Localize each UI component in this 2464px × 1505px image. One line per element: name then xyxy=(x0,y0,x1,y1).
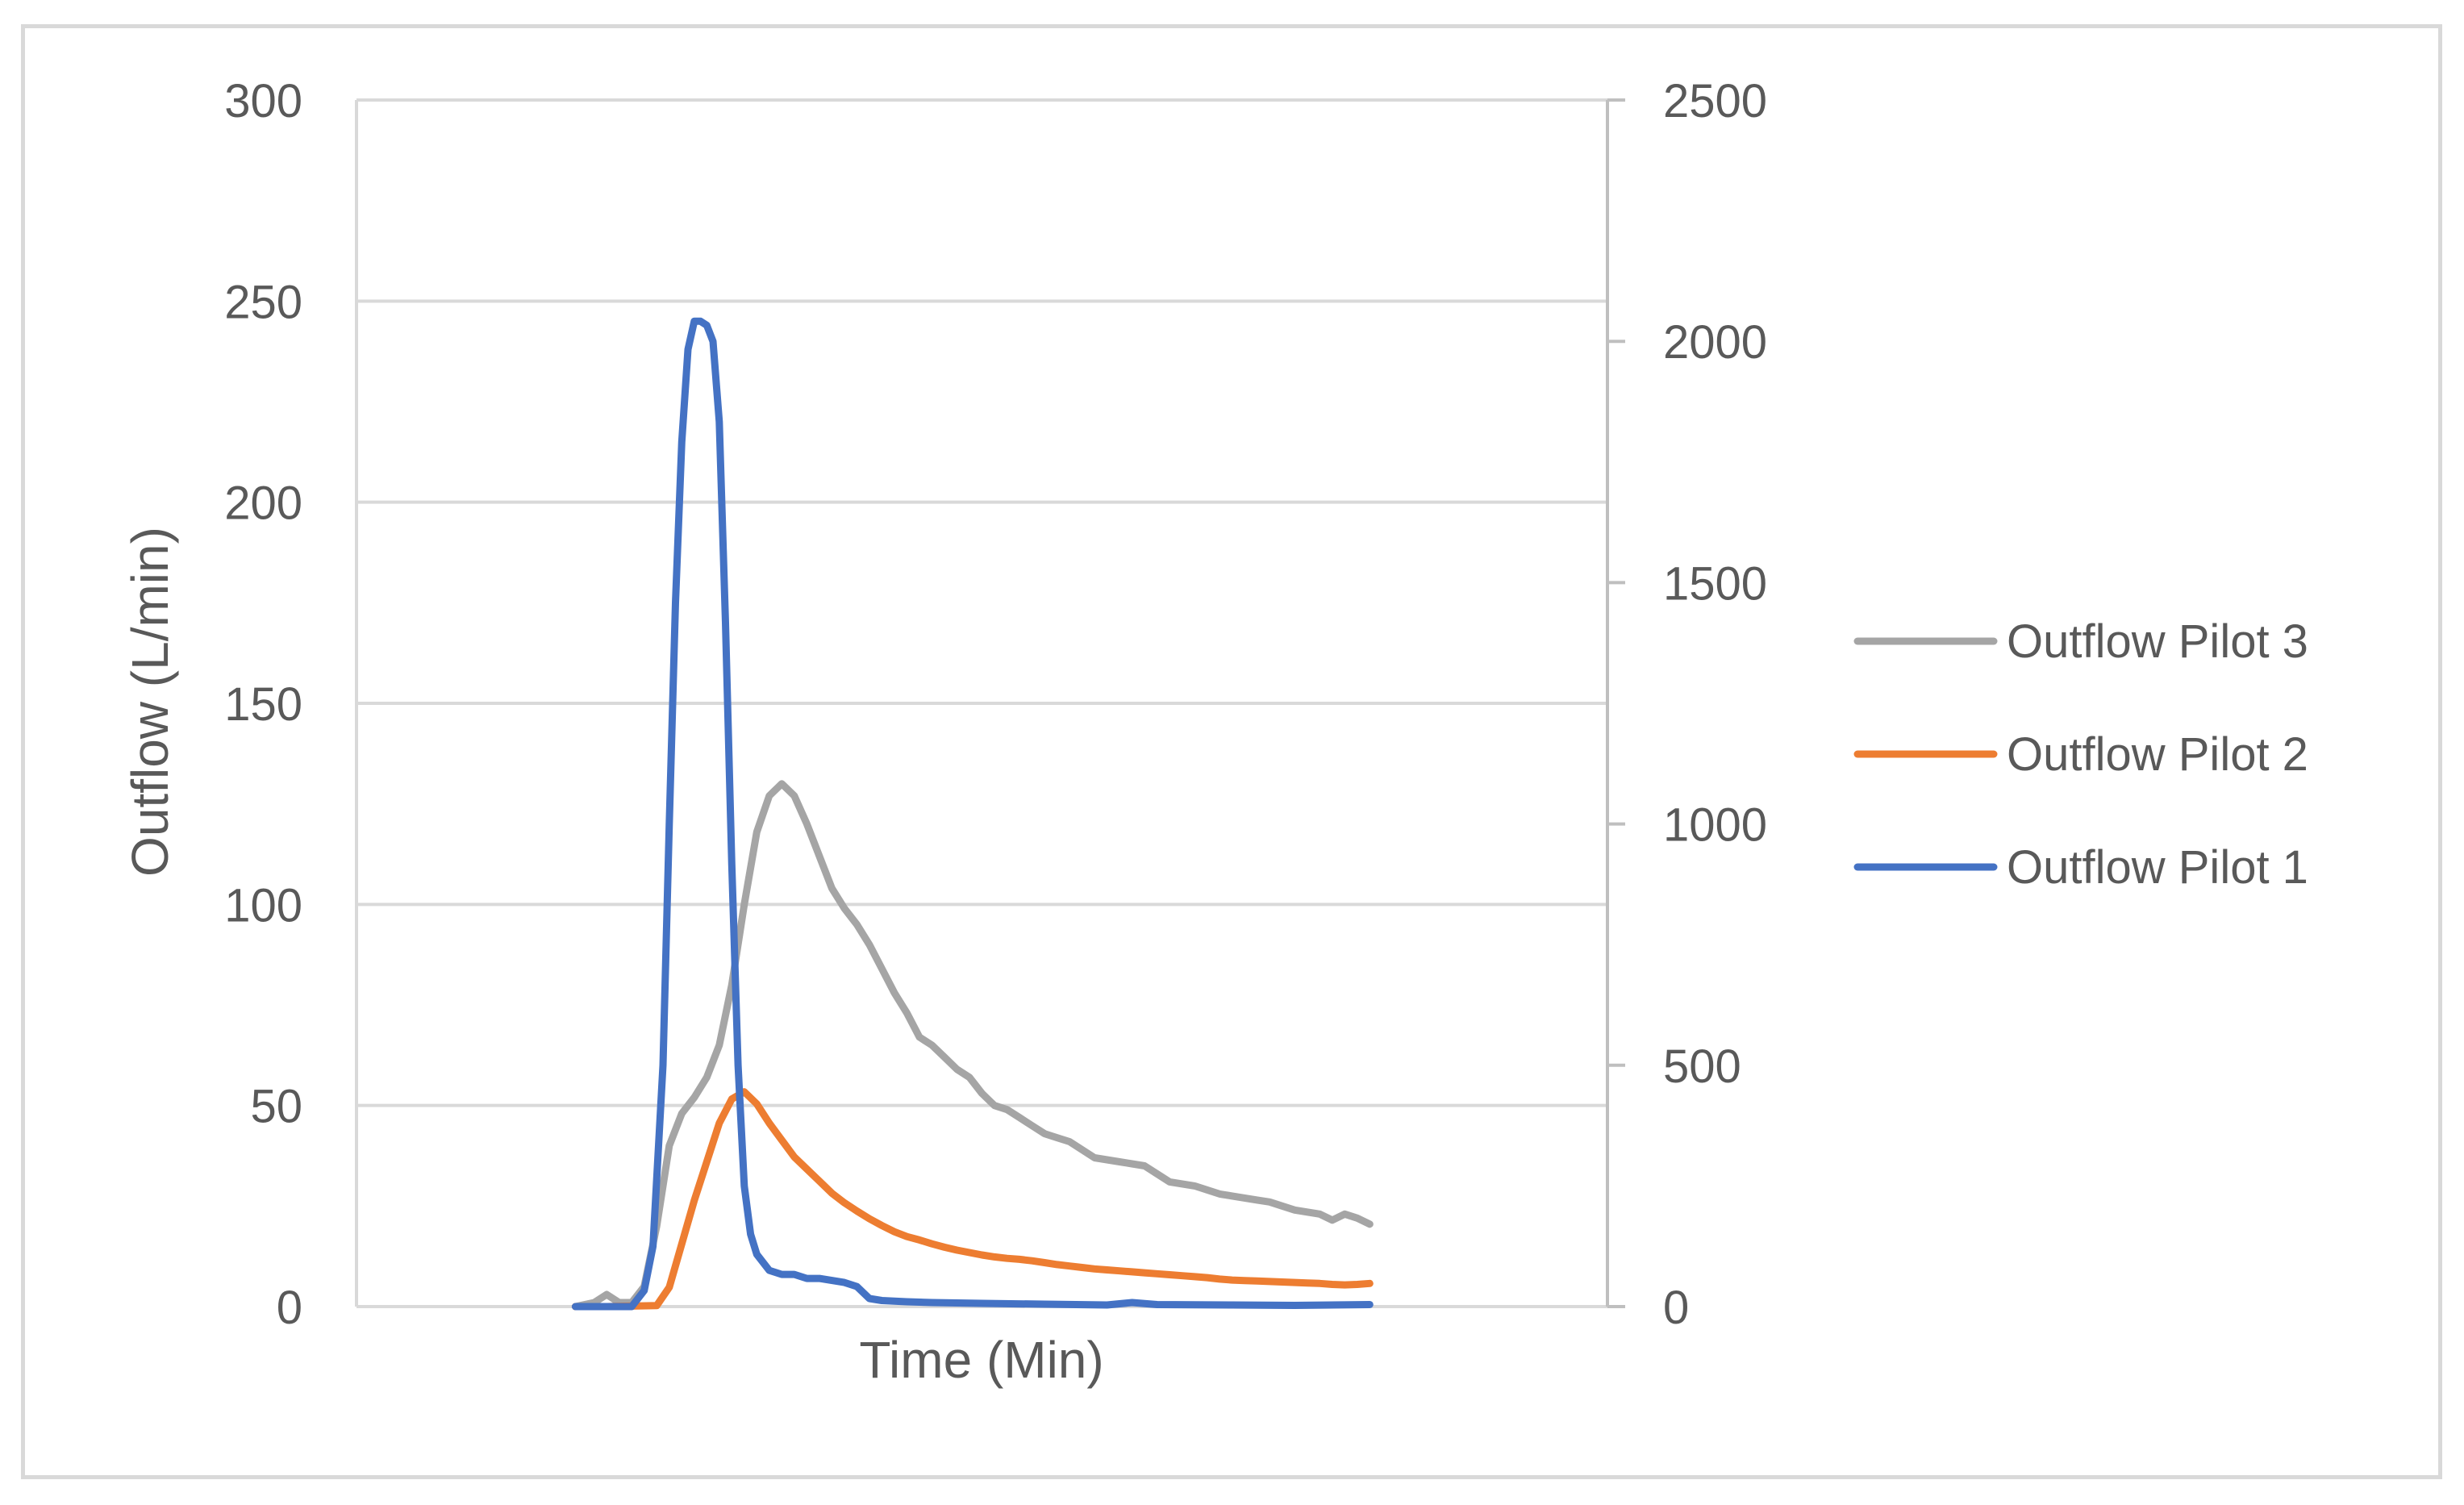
y2-tick-label: 0 xyxy=(1663,1282,1689,1334)
y-tick-label: 250 xyxy=(224,276,302,328)
gridlines xyxy=(355,98,1609,1308)
y-tick-label: 300 xyxy=(224,75,302,127)
y-axis-title: Outflow (L/min) xyxy=(121,527,179,877)
legend-entry-pilot-2: Outflow Pilot 2 xyxy=(1853,728,2308,781)
left-axis-ticks: 0 50 100 150 200 250 300 xyxy=(224,75,302,1334)
y-tick-label: 50 xyxy=(250,1081,302,1133)
series-line-outflow-pilot-1 xyxy=(571,317,1374,1311)
y-tick-label: 100 xyxy=(224,879,302,932)
y2-tick-label: 1000 xyxy=(1663,799,1767,852)
legend-label-pilot-3: Outflow Pilot 3 xyxy=(2007,615,2308,668)
series-lines xyxy=(571,317,1374,1311)
legend-label-pilot-2: Outflow Pilot 2 xyxy=(2007,728,2308,781)
y-tick-label: 0 xyxy=(277,1282,302,1334)
chart-frame xyxy=(21,24,2442,1479)
right-axis-ticks: 0 500 1000 1500 2000 2500 xyxy=(1607,75,1767,1334)
legend-entry-pilot-3: Outflow Pilot 3 xyxy=(1853,615,2308,668)
x-axis-title: Time (Min) xyxy=(859,1331,1103,1389)
y2-tick-label: 2500 xyxy=(1663,75,1767,127)
legend-label-pilot-1: Outflow Pilot 1 xyxy=(2007,841,2308,894)
y2-tick-label: 500 xyxy=(1663,1040,1741,1093)
series-line-outflow-pilot-2 xyxy=(571,1088,1374,1311)
y-tick-label: 200 xyxy=(224,477,302,530)
legend: Outflow Pilot 3 Outflow Pilot 2 Outflow … xyxy=(1853,615,2308,894)
legend-entry-pilot-1: Outflow Pilot 1 xyxy=(1853,841,2308,894)
y2-tick-label: 1500 xyxy=(1663,557,1767,610)
series-line-outflow-pilot-3 xyxy=(571,780,1374,1311)
y-tick-label: 150 xyxy=(224,678,302,731)
y2-tick-label: 2000 xyxy=(1663,316,1767,369)
